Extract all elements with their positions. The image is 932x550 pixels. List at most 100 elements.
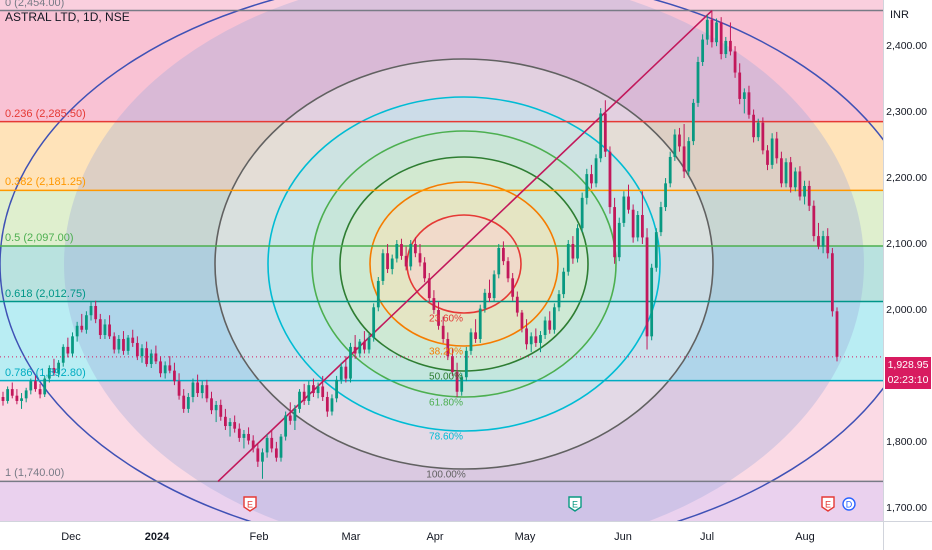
price-axis[interactable]: INR 2,400.00 2,300.00 2,200.00 2,100.00 2,00… — [883, 0, 932, 521]
candle-body — [279, 436, 283, 458]
fib-circle — [267, 96, 661, 432]
candle-body — [821, 236, 825, 247]
candle-body — [747, 92, 751, 115]
candle-body — [140, 348, 144, 357]
candle-body — [608, 151, 612, 208]
candle-body — [38, 389, 42, 395]
candle-body — [432, 298, 436, 310]
candle-body — [43, 378, 47, 395]
candle-body — [186, 397, 190, 409]
last-price-tag: 1,928.95 02:23:10 — [885, 357, 931, 389]
candle-body — [710, 19, 714, 43]
candle-body — [590, 174, 593, 184]
candle-body — [353, 346, 357, 354]
candle-body — [265, 437, 269, 453]
chart-pane[interactable]: 0 (2,454.00) 0.236 (2,285.50) 0.382 (2,181… — [0, 0, 883, 521]
candle-body — [196, 382, 199, 394]
candle-body — [293, 408, 297, 421]
band-bottom — [0, 481, 883, 521]
candle-body — [534, 336, 538, 343]
candle-body — [210, 398, 213, 411]
candle-body — [441, 325, 445, 339]
fib-circle-label: 78.60% — [429, 431, 463, 443]
candle-body — [57, 362, 60, 374]
fib-level-label: 0.618 (2,012.75) — [5, 287, 86, 300]
candle-body — [525, 328, 528, 345]
fib-level-label: 1 (1,740.00) — [5, 467, 65, 480]
candle-body — [312, 385, 315, 394]
earnings-marker[interactable]: E — [821, 496, 835, 512]
candle-body — [108, 324, 111, 337]
candle-body — [339, 366, 343, 380]
chart-canvas[interactable] — [0, 0, 883, 521]
candle-body — [52, 367, 56, 374]
earnings-icon: E — [243, 496, 257, 512]
candle-body — [94, 306, 98, 320]
candle-body — [761, 122, 765, 151]
candle-body — [177, 381, 181, 396]
candle-body — [488, 292, 491, 299]
axis-corner[interactable] — [883, 521, 932, 550]
candle-body — [798, 171, 802, 197]
candle-body — [599, 113, 603, 159]
candle-body — [766, 150, 769, 165]
candle-body — [224, 416, 227, 427]
candle-body — [784, 162, 788, 184]
candle-body — [830, 253, 834, 312]
candle-body — [145, 348, 149, 365]
candle-body — [673, 134, 677, 157]
candle-body — [367, 337, 371, 350]
fib-level-label: 0.382 (2,181.25) — [5, 176, 86, 189]
candle-body — [80, 325, 84, 330]
candle-body — [631, 209, 635, 238]
candle-body — [451, 356, 454, 372]
candle-body — [793, 171, 797, 188]
currency-label[interactable]: INR — [890, 9, 909, 21]
fib-circle-label: 50.00% — [429, 371, 463, 383]
candle-body — [817, 236, 820, 247]
candle-body — [117, 338, 121, 350]
dividend-marker[interactable]: D — [842, 496, 856, 512]
price-tick-label: 2,300.00 — [886, 106, 927, 119]
candle-body — [539, 335, 542, 343]
candle-body — [376, 280, 380, 308]
candle-body — [719, 22, 723, 55]
candle-body — [641, 214, 644, 238]
candle-body — [191, 382, 195, 398]
earnings-marker[interactable]: E — [243, 496, 257, 512]
candle-body — [325, 397, 329, 412]
earnings-marker[interactable]: E — [568, 496, 582, 512]
fib-band — [0, 301, 883, 381]
time-tick-label: Feb — [249, 531, 269, 543]
candle-body — [664, 183, 667, 208]
candle-body — [298, 391, 301, 409]
fib-level-label: 0.236 (2,285.50) — [5, 107, 86, 120]
candle-body — [548, 320, 552, 330]
candle-body — [460, 377, 464, 392]
band-top — [0, 0, 883, 11]
candle-body — [803, 185, 806, 197]
candle-body — [261, 452, 264, 462]
candle-body — [585, 174, 589, 198]
time-axis[interactable]: Dec 2024 Feb Mar Apr May Jun Jul Aug — [0, 521, 883, 550]
candle-body — [75, 325, 79, 337]
time-tick-label: Jul — [699, 531, 715, 543]
candle-body — [474, 332, 477, 339]
fib-circle-label: 61.80% — [429, 397, 463, 409]
marker-letter: E — [247, 500, 253, 510]
candlestick-series — [0, 10, 883, 479]
symbol-title[interactable]: ASTRAL LTD, 1D, NSE — [5, 10, 130, 24]
candle-body — [543, 320, 547, 336]
fib-circle — [369, 181, 559, 347]
candle-body — [701, 39, 705, 62]
candle-body — [20, 398, 23, 401]
candle-body — [251, 440, 255, 449]
fib-circle-label: 23.60% — [429, 313, 463, 325]
candle-body — [691, 102, 695, 142]
price-tick-label: 2,200.00 — [886, 172, 927, 185]
candle-body — [200, 385, 204, 394]
candle-body — [413, 244, 417, 254]
time-tick-label: Jun — [614, 531, 632, 543]
candle-body — [437, 309, 440, 326]
marker-letter: E — [825, 500, 831, 510]
